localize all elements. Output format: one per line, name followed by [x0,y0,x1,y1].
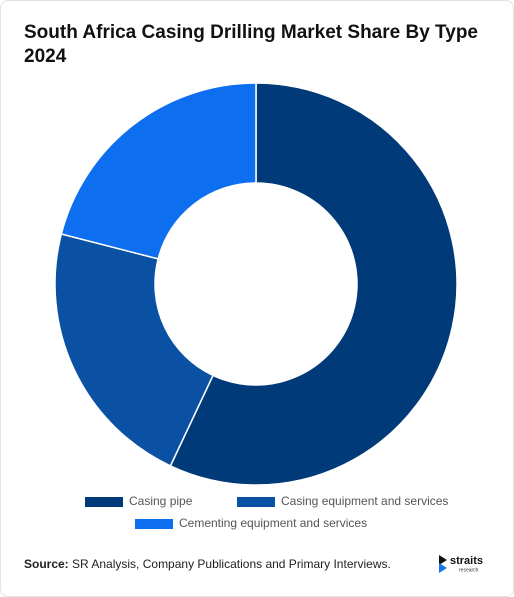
donut-slice [54,233,214,467]
logo: straits research [439,555,483,573]
source-text: SR Analysis, Company Publications and Pr… [72,557,391,571]
legend-label: Casing equipment and services [281,494,448,508]
logo-name: straits [450,555,483,567]
donut-slice [169,82,458,486]
source-label: Source: [24,557,69,571]
donut-slice [60,82,257,260]
chart-title: South Africa Casing Drilling Market Shar… [24,22,478,67]
logo-icon [439,563,447,573]
chart: Casing pipe Casing equipment and services… [54,82,458,530]
legend-swatch [85,497,123,507]
legend-swatch [237,497,275,507]
logo-tagline: research [459,567,479,573]
legend-swatch [135,519,173,529]
legend-label: Casing pipe [129,494,193,508]
source: Source: SR Analysis, Company Publication… [24,557,391,571]
legend-label: Cementing equipment and services [179,516,367,530]
logo-icon [439,555,447,565]
